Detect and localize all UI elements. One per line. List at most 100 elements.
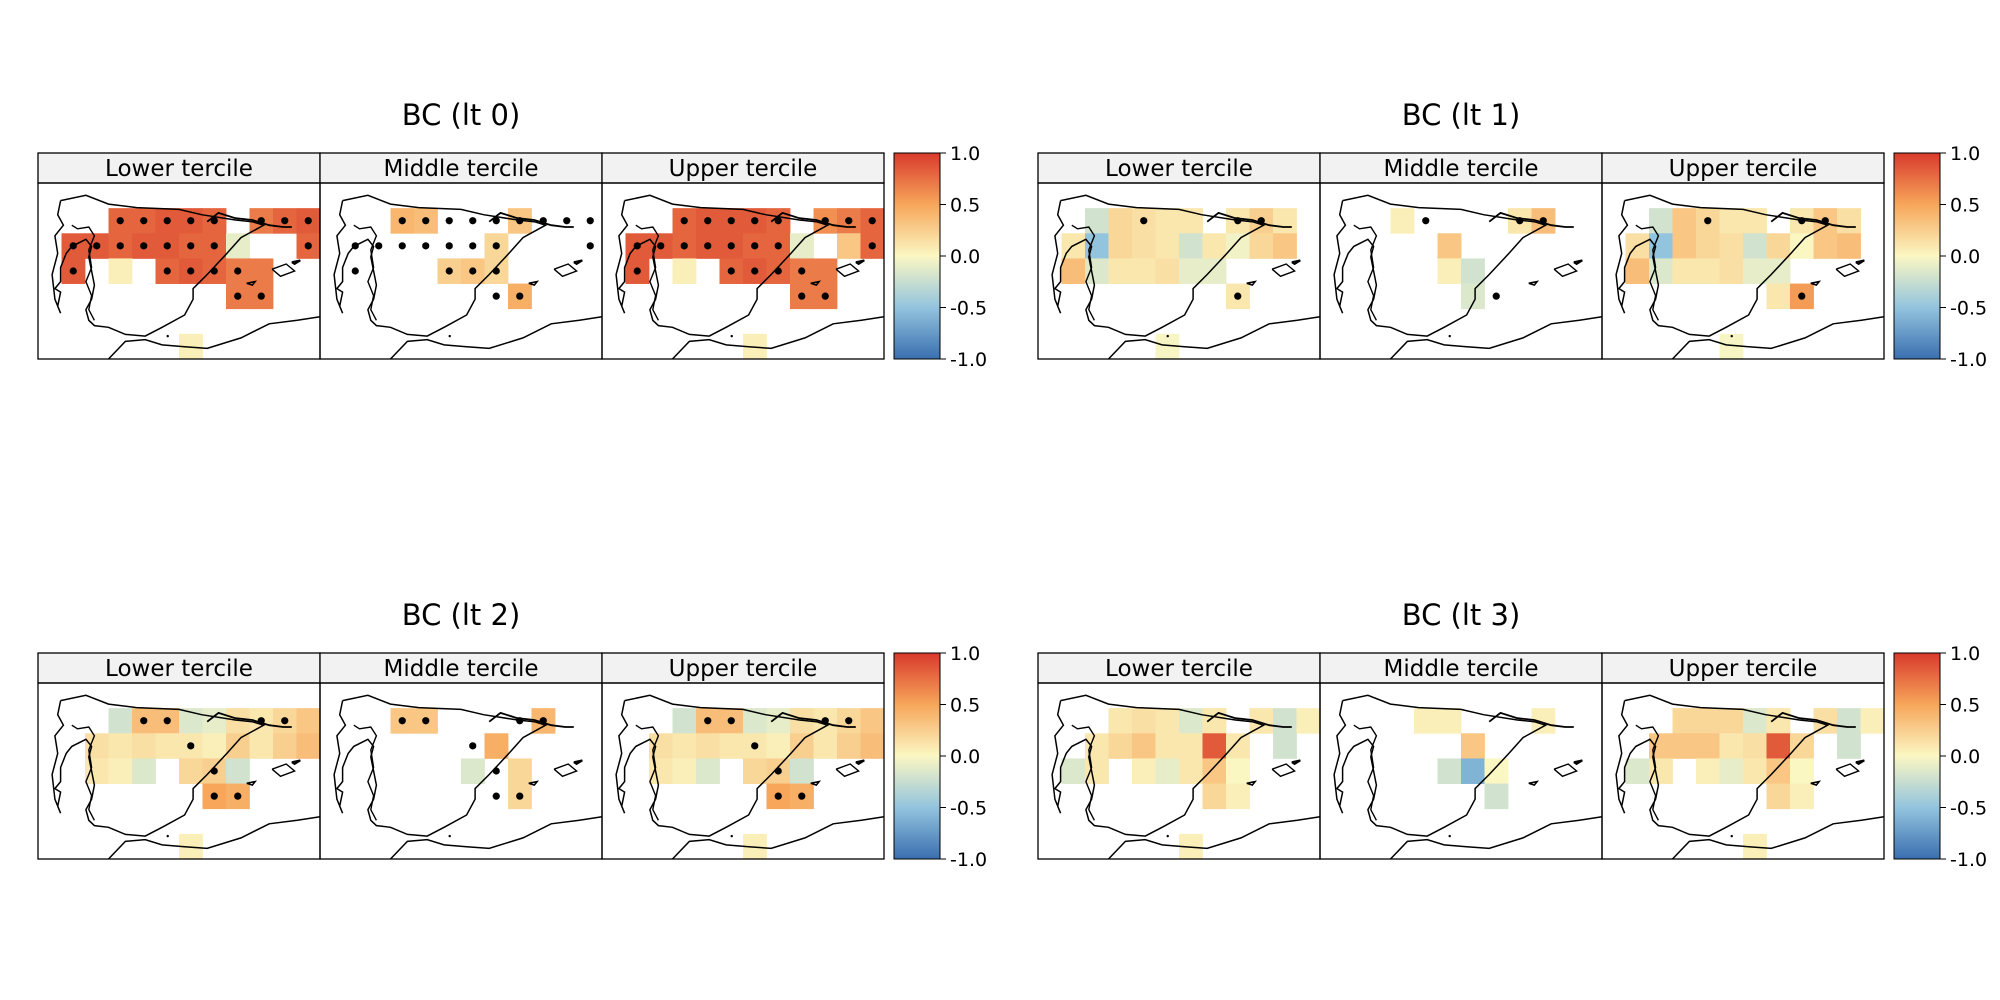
grid-cell	[1672, 733, 1697, 759]
significance-dot	[751, 742, 759, 750]
coastline-africa	[1671, 316, 1884, 359]
panel-middle-tercile: Middle tercile	[1319, 152, 1603, 360]
grid-cell	[1226, 758, 1250, 784]
island-mallorca	[835, 263, 860, 278]
panel-label: Upper tercile	[669, 656, 818, 682]
map-area	[51, 694, 320, 859]
border-portugal	[1071, 724, 1096, 821]
panel-strip	[37, 152, 321, 184]
significance-dot	[187, 242, 195, 250]
significance-dot	[469, 742, 477, 750]
grid-cell	[1837, 708, 1861, 734]
border-portugal	[1635, 724, 1660, 821]
colorbar-tick-label: -1.0	[1950, 349, 1987, 371]
grid-cell	[1085, 758, 1109, 784]
grid-cell	[1766, 283, 1791, 310]
chart-block-0: BC (lt 0) Lower tercile Middle tercile Uppe…	[37, 98, 987, 371]
ceuta-dot	[448, 834, 451, 838]
significance-dot	[704, 242, 712, 250]
ceuta-dot	[1730, 834, 1733, 838]
map-area	[51, 194, 320, 359]
island-ibiza	[246, 280, 258, 287]
significance-dot	[304, 217, 312, 225]
significance-dot	[281, 717, 289, 725]
map-area	[1051, 194, 1320, 359]
grid-cell	[1461, 758, 1485, 784]
grid-cell	[132, 733, 156, 759]
grid-cell	[1226, 783, 1250, 810]
coastline-africa	[671, 316, 884, 359]
panel-label: Middle tercile	[1384, 156, 1539, 182]
border-pyrenees	[1770, 211, 1856, 228]
significance-dot	[704, 217, 712, 225]
grid-cell	[1085, 733, 1109, 759]
significance-dot	[93, 242, 101, 250]
island-menorca	[1855, 259, 1865, 266]
significance-dot	[398, 717, 406, 725]
island-mallorca	[1271, 763, 1296, 778]
grid-cell	[1649, 258, 1673, 284]
island-menorca	[855, 759, 865, 766]
island-menorca	[1855, 759, 1865, 766]
island-ibiza	[1528, 280, 1540, 287]
grid-cell	[1273, 733, 1297, 759]
grid-cell	[1672, 208, 1697, 234]
panel-upper-tercile: Upper tercile	[601, 652, 885, 860]
grid-cell	[1743, 733, 1767, 759]
colorbar-tick-label: 0.5	[1950, 195, 1980, 217]
significance-dot	[633, 242, 641, 250]
panel-label: Middle tercile	[384, 156, 539, 182]
significance-dot	[774, 792, 782, 800]
grid-cell	[649, 758, 673, 784]
significance-dot	[516, 217, 524, 225]
grid-cell	[1743, 708, 1767, 734]
colorbar-tick-label: -1.0	[950, 849, 987, 871]
border-portugal	[71, 224, 96, 321]
border-portugal	[71, 724, 96, 821]
island-menorca	[855, 259, 865, 266]
grid-cell	[1649, 208, 1673, 234]
grid-cell	[837, 733, 861, 759]
grid-cell	[649, 733, 673, 759]
significance-dot	[727, 242, 735, 250]
grid-cell	[1108, 733, 1133, 759]
significance-dot	[821, 292, 829, 300]
grid-cell	[672, 758, 697, 784]
grid-cell	[1414, 708, 1438, 734]
panel-label: Lower tercile	[105, 656, 253, 682]
grid-cell	[1155, 258, 1180, 284]
map-area	[1615, 194, 1884, 359]
grid-cell	[1743, 758, 1767, 784]
grid-cell	[179, 758, 203, 784]
grid-cell	[108, 758, 133, 784]
colorbar-tick-label: -0.5	[1950, 798, 1987, 820]
grid-cell	[1179, 233, 1203, 259]
significance-dot	[1234, 292, 1242, 300]
panel-strip	[1601, 652, 1885, 684]
colorbar	[893, 652, 941, 860]
significance-dot	[633, 267, 641, 275]
island-ibiza	[246, 780, 258, 787]
significance-dot	[774, 267, 782, 275]
grid-cell	[1108, 233, 1133, 259]
significance-dot	[539, 217, 547, 225]
significance-dot	[586, 242, 594, 250]
island-ibiza	[1246, 780, 1258, 787]
panel-label: Upper tercile	[669, 156, 818, 182]
grid-cell	[1461, 283, 1485, 310]
grid-cell	[226, 233, 250, 259]
grid-cell	[1437, 258, 1462, 284]
significance-dot	[398, 217, 406, 225]
grid-cell	[1719, 208, 1744, 234]
significance-dot	[210, 767, 218, 775]
grid-cell	[1155, 333, 1180, 359]
grid-cell	[155, 733, 180, 759]
grid-cell	[1085, 233, 1109, 259]
grid-cell	[1672, 233, 1697, 259]
significance-dot	[1492, 292, 1500, 300]
panel-label: Lower tercile	[1105, 156, 1253, 182]
grid-cell	[790, 733, 814, 759]
colorbar-tick-label: 1.0	[1950, 643, 1980, 665]
grid-cell	[226, 733, 250, 759]
grid-cell	[1790, 233, 1814, 259]
